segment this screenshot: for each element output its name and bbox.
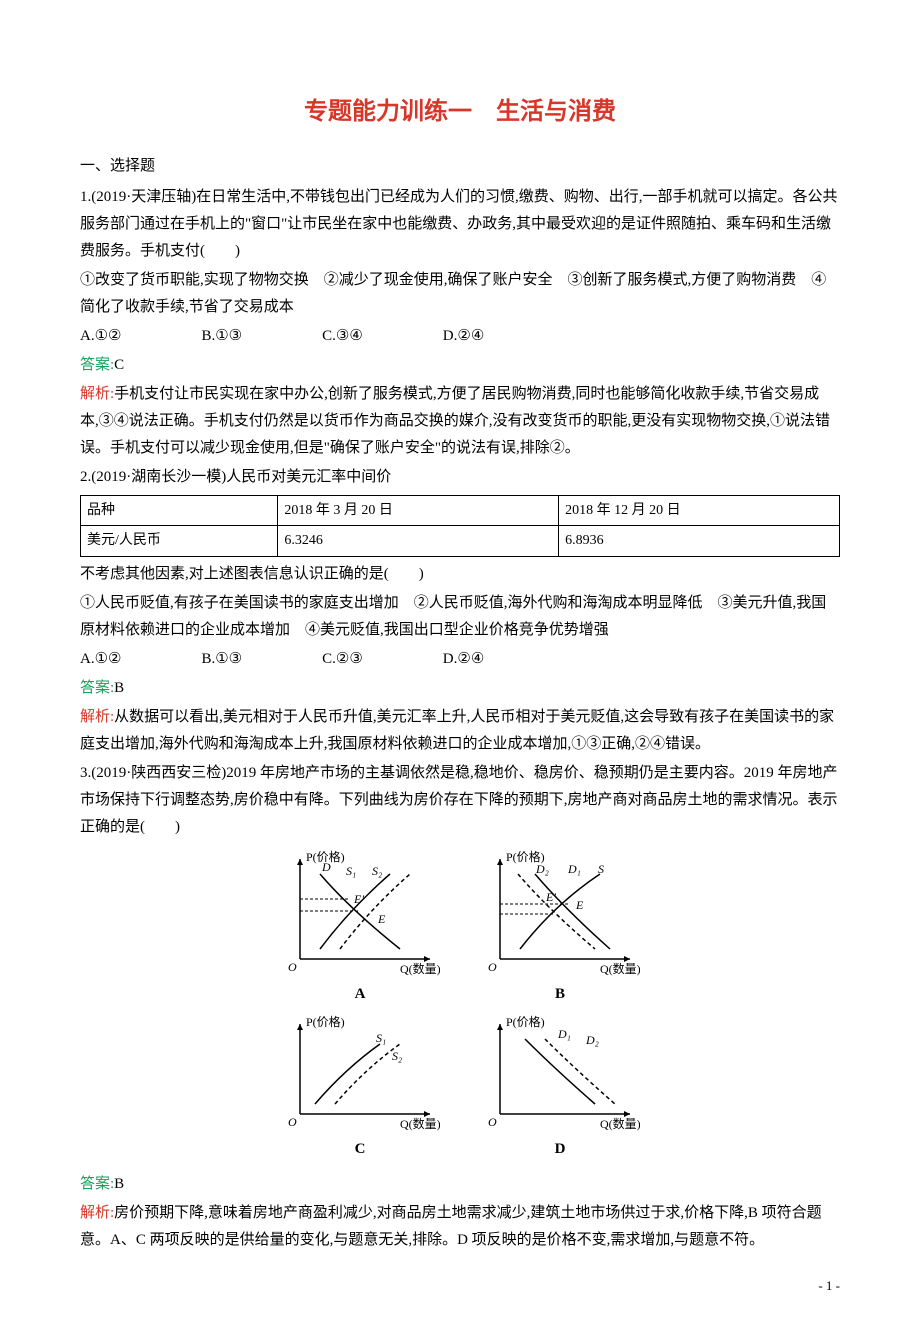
svg-text:O: O (488, 1115, 497, 1129)
section-heading: 一、选择题 (80, 153, 840, 180)
q2-opt-c: C.②③ (322, 646, 363, 673)
svg-text:E': E' (545, 890, 556, 904)
q1-stem-items: ①改变了货币职能,实现了物物交换 ②减少了现金使用,确保了账户安全 ③创新了服务… (80, 267, 840, 321)
explain-label: 解析: (80, 709, 114, 725)
svg-text:O: O (288, 1115, 297, 1129)
q3-explain-text: 房价预期下降,意味着房地产商盈利减少,对商品房土地需求减少,建筑土地市场供过于求… (80, 1205, 822, 1248)
q1-explain-text: 手机支付让市民实现在家中办公,创新了服务模式,方便了居民购物消费,同时也能够简化… (80, 386, 830, 456)
table-cell: 2018 年 12 月 20 日 (559, 496, 840, 526)
page-number: - 1 - (80, 1274, 840, 1297)
q2-stem: 2.(2019·湖南长沙一模)人民币对美元汇率中间价 (80, 464, 840, 491)
q1-answer-value: C (114, 357, 124, 373)
svg-text:O: O (488, 960, 497, 974)
svg-text:S₁: S₁ (376, 1031, 386, 1045)
q1-opt-d: D.②④ (443, 323, 484, 350)
table-cell: 2018 年 3 月 20 日 (278, 496, 559, 526)
chart-a-label: A (355, 981, 366, 1008)
q1-opt-b: B.①③ (201, 323, 242, 350)
table-row: 品种 2018 年 3 月 20 日 2018 年 12 月 20 日 (81, 496, 840, 526)
q2-explain: 解析:从数据可以看出,美元相对于人民币升值,美元汇率上升,人民币相对于美元贬值,… (80, 704, 840, 758)
chart-a: P(价格) Q(数量) O D S₁ S₂ E' E A (280, 849, 440, 1008)
svg-text:D₂: D₂ (585, 1033, 599, 1047)
q2-stem2: 不考虑其他因素,对上述图表信息认识正确的是( ) (80, 561, 840, 588)
q1-options: A.①② B.①③ C.③④ D.②④ (80, 323, 840, 350)
svg-text:S: S (598, 862, 604, 876)
svg-text:D: D (321, 860, 331, 874)
chart-c-label: C (355, 1136, 366, 1163)
q3-charts: P(价格) Q(数量) O D S₁ S₂ E' E A (80, 849, 840, 1163)
explain-label: 解析: (80, 386, 114, 402)
q2-answer-value: B (114, 680, 124, 696)
svg-text:P(价格): P(价格) (306, 1014, 345, 1029)
q2-explain-text: 从数据可以看出,美元相对于人民币升值,美元汇率上升,人民币相对于美元贬值,这会导… (80, 709, 834, 752)
svg-text:D₂: D₂ (535, 862, 549, 876)
chart-d-label: D (555, 1136, 566, 1163)
chart-b-label: B (555, 981, 565, 1008)
svg-text:O: O (288, 960, 297, 974)
q1-opt-a: A.①② (80, 323, 121, 350)
q1-explain: 解析:手机支付让市民实现在家中办公,创新了服务模式,方便了居民购物消费,同时也能… (80, 381, 840, 462)
q2-opt-d: D.②④ (443, 646, 484, 673)
q3-stem: 3.(2019·陕西西安三检)2019 年房地产市场的主基调依然是稳,稳地价、稳… (80, 760, 840, 841)
table-cell: 品种 (81, 496, 278, 526)
q2-opt-b: B.①③ (201, 646, 242, 673)
answer-label: 答案: (80, 1176, 114, 1192)
answer-label: 答案: (80, 357, 114, 373)
svg-text:S₂: S₂ (392, 1049, 402, 1063)
svg-text:E: E (377, 912, 386, 926)
q1-opt-c: C.③④ (322, 323, 363, 350)
svg-text:Q(数量): Q(数量) (400, 961, 440, 976)
explain-label: 解析: (80, 1205, 114, 1221)
svg-text:Q(数量): Q(数量) (600, 961, 640, 976)
svg-text:S₁: S₁ (346, 864, 356, 878)
page-title: 专题能力训练一 生活与消费 (80, 90, 840, 133)
svg-text:Q(数量): Q(数量) (400, 1116, 440, 1131)
q3-explain: 解析:房价预期下降,意味着房地产商盈利减少,对商品房土地需求减少,建筑土地市场供… (80, 1200, 840, 1254)
svg-text:E: E (575, 898, 584, 912)
table-cell: 6.8936 (559, 526, 840, 556)
answer-label: 答案: (80, 680, 114, 696)
chart-b: P(价格) Q(数量) O S D₁ D₂ E' E B (480, 849, 640, 1008)
svg-text:D₁: D₁ (567, 862, 581, 876)
svg-text:E': E' (353, 892, 364, 906)
q2-options: A.①② B.①③ C.②③ D.②④ (80, 646, 840, 673)
chart-c: P(价格) Q(数量) O S₁ S₂ C (280, 1014, 440, 1163)
q3-answer-value: B (114, 1176, 124, 1192)
table-cell: 美元/人民币 (81, 526, 278, 556)
chart-d: P(价格) Q(数量) O D₁ D₂ D (480, 1014, 640, 1163)
table-cell: 6.3246 (278, 526, 559, 556)
svg-text:P(价格): P(价格) (506, 1014, 545, 1029)
table-row: 美元/人民币 6.3246 6.8936 (81, 526, 840, 556)
svg-text:S₂: S₂ (372, 864, 382, 878)
q2-table: 品种 2018 年 3 月 20 日 2018 年 12 月 20 日 美元/人… (80, 495, 840, 556)
q2-answer: 答案:B (80, 675, 840, 702)
q1-answer: 答案:C (80, 352, 840, 379)
q1-stem: 1.(2019·天津压轴)在日常生活中,不带钱包出门已经成为人们的习惯,缴费、购… (80, 184, 840, 265)
q3-answer: 答案:B (80, 1171, 840, 1198)
q2-stem3: ①人民币贬值,有孩子在美国读书的家庭支出增加 ②人民币贬值,海外代购和海淘成本明… (80, 590, 840, 644)
svg-text:Q(数量): Q(数量) (600, 1116, 640, 1131)
q2-opt-a: A.①② (80, 646, 121, 673)
svg-text:D₁: D₁ (557, 1027, 571, 1041)
